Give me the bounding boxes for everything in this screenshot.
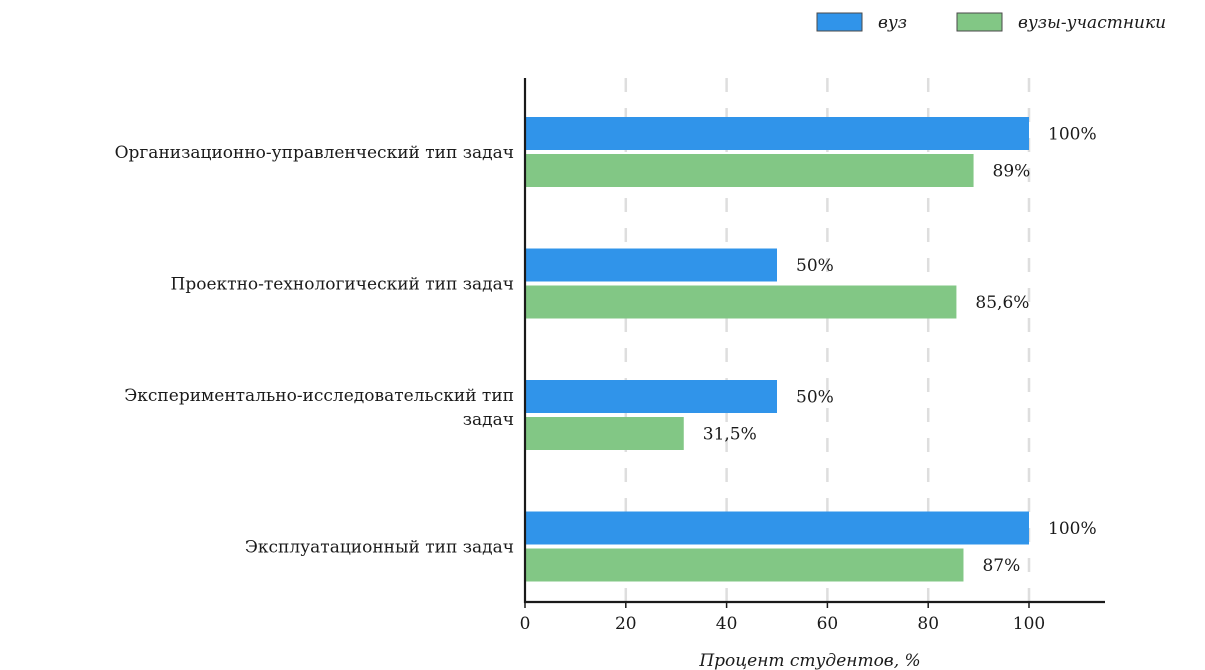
data-label: 100% xyxy=(1048,125,1097,145)
x-ticks: 0 20 40 60 80 100 xyxy=(520,602,1045,634)
x-tick-label: 100 xyxy=(1013,614,1045,634)
category-label: Организационно-управленческий тип задач xyxy=(115,143,514,163)
x-tick-label: 40 xyxy=(716,614,738,634)
data-label: 89% xyxy=(993,162,1031,182)
bar-vuz xyxy=(525,117,1029,150)
data-label: 31,5% xyxy=(703,425,757,445)
axes xyxy=(523,78,1105,604)
bar-vuzy-uchastniki xyxy=(525,285,957,319)
bar-vuzy-uchastniki xyxy=(525,154,974,187)
category-label: Проектно-технологический тип задач xyxy=(171,275,514,295)
x-tick-label: 20 xyxy=(615,614,637,634)
legend-label: вуз xyxy=(878,13,907,33)
legend-label: вузы-участники xyxy=(1018,13,1166,33)
x-tick-label: 0 xyxy=(520,614,531,634)
bar-vuzy-uchastniki xyxy=(525,417,684,450)
data-label: 50% xyxy=(796,256,834,276)
data-label: 50% xyxy=(796,388,834,408)
bars xyxy=(525,117,1029,582)
x-axis-title: Процент студентов, % xyxy=(698,651,920,670)
category-labels: Организационно-управленческий тип задач П… xyxy=(115,143,514,558)
legend-swatch xyxy=(956,12,1003,32)
x-tick-label: 80 xyxy=(917,614,939,634)
data-label: 100% xyxy=(1048,519,1097,539)
data-label: 87% xyxy=(982,556,1020,576)
category-label: Эксплуатационный тип задач xyxy=(245,538,514,558)
bar-vuz xyxy=(525,511,1029,545)
category-label: Экспериментально-исследовательский тип xyxy=(124,386,514,406)
legend: вуз вузы-участники xyxy=(816,12,1166,33)
x-tick-label: 60 xyxy=(817,614,839,634)
bar-vuz xyxy=(525,380,777,413)
data-labels: 100% 89% 50% 85,6% 50% 31,5% 100% 87% xyxy=(703,125,1097,577)
data-label: 85,6% xyxy=(975,293,1029,313)
bar-vuzy-uchastniki xyxy=(525,548,964,582)
bar-vuz xyxy=(525,248,777,282)
category-label: задач xyxy=(463,410,514,430)
legend-swatch xyxy=(816,12,863,32)
